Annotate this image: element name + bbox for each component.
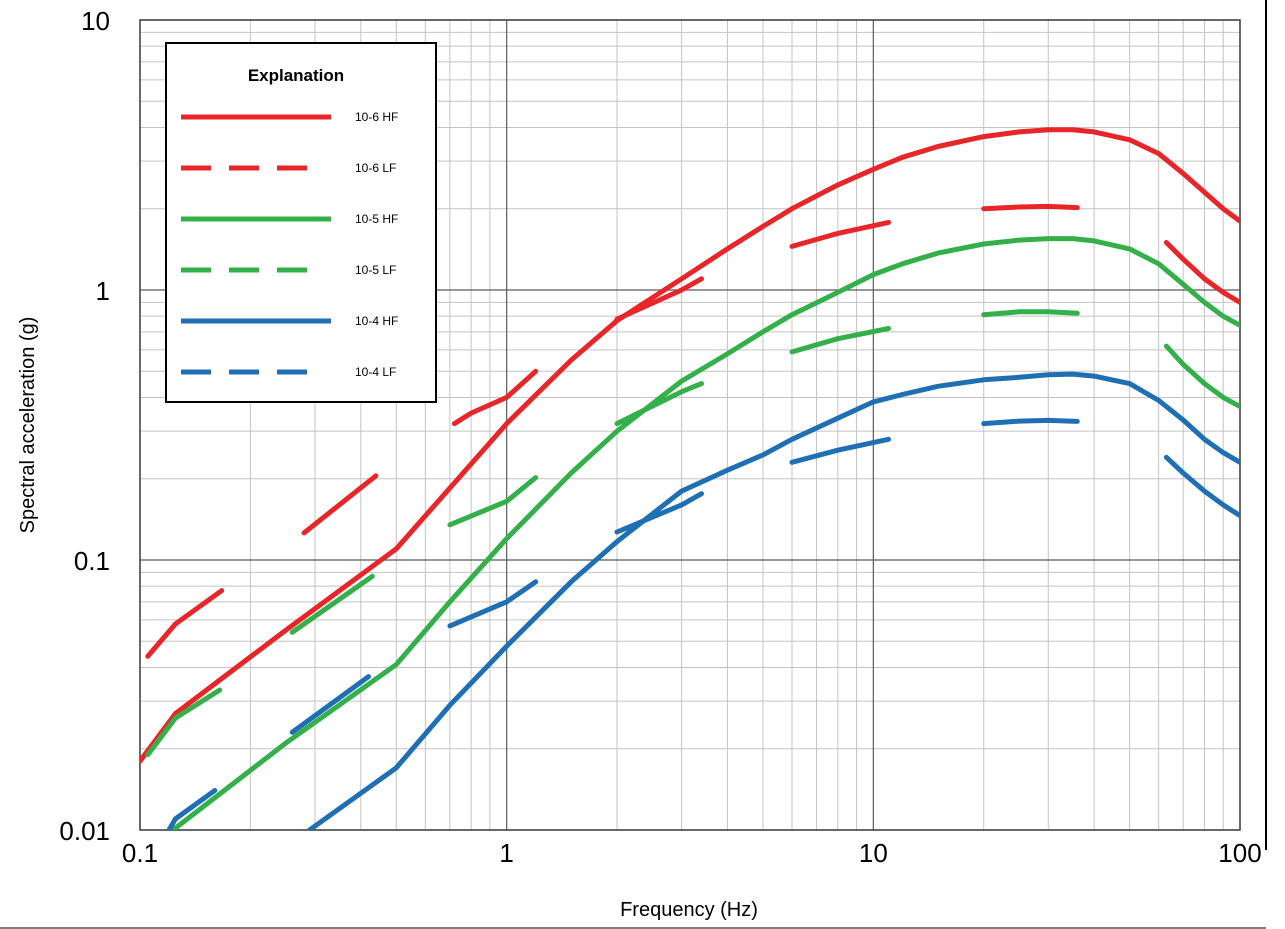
- legend: Explanation 10-6 HF 10-6 LF 10-5 HF 10-5 LF…: [165, 42, 437, 403]
- series-line: [789, 326, 891, 355]
- x-axis-title: Frequency (Hz): [620, 899, 758, 921]
- series-line: [301, 473, 379, 536]
- y-tick-label: 0.1: [74, 546, 110, 576]
- series-line: [789, 436, 891, 465]
- x-tick-label: 1: [499, 838, 513, 868]
- y-tick-label: 1: [96, 276, 110, 306]
- series-line: [451, 368, 539, 427]
- x-tick-label: 0.1: [122, 838, 158, 868]
- legend-title: Explanation: [248, 66, 344, 85]
- series-line: [614, 276, 704, 322]
- plot-area: [139, 19, 1241, 831]
- series-10-5-lf: [145, 309, 1240, 758]
- x-tick-label: 10: [859, 838, 888, 868]
- legend-label: 10-4 LF: [355, 365, 396, 379]
- series-line: [289, 573, 375, 635]
- y-axis-title: Spectral acceleration (g): [17, 317, 39, 534]
- legend-label: 10-5 LF: [355, 263, 396, 277]
- series-line: [145, 687, 223, 758]
- series-line: [789, 219, 891, 249]
- series-line: [447, 579, 539, 629]
- series-line: [140, 127, 1240, 764]
- legend-items: 10-6 HF 10-6 LF 10-5 HF 10-5 LF 10-4 HF 10-4 …: [181, 110, 398, 379]
- series-line: [145, 588, 225, 659]
- series-line: [289, 674, 371, 735]
- series-10-4-lf: [166, 417, 1240, 830]
- legend-box: [165, 42, 437, 403]
- series-line: [447, 475, 539, 528]
- y-tick-labels: 0.01 0.1 1 10: [59, 6, 110, 846]
- series-line: [1163, 454, 1240, 519]
- y-tick-label: 0.01: [59, 816, 110, 846]
- series-line: [981, 417, 1080, 427]
- series-line: [1163, 240, 1240, 305]
- series-10-6-lf: [145, 203, 1240, 659]
- series-line: [170, 236, 1240, 830]
- series-line: [1163, 343, 1240, 410]
- legend-label: 10-6 HF: [355, 110, 398, 124]
- series-line: [307, 371, 1240, 830]
- legend-label: 10-5 HF: [355, 212, 398, 226]
- series-line: [614, 381, 704, 427]
- x-tick-labels: 0.1 1 10 100: [122, 838, 1262, 868]
- series-10-5-hf: [170, 236, 1240, 830]
- series-layer: [140, 127, 1240, 830]
- series-10-6-hf: [140, 127, 1240, 764]
- legend-label: 10-4 HF: [355, 314, 398, 328]
- series-10-4-hf: [307, 371, 1240, 830]
- series-line: [981, 203, 1080, 212]
- legend-label: 10-6 LF: [355, 161, 396, 175]
- series-line: [981, 309, 1080, 318]
- x-tick-label: 100: [1218, 838, 1261, 868]
- y-tick-label: 10: [81, 6, 110, 36]
- series-line: [614, 491, 704, 535]
- series-line: [166, 788, 218, 830]
